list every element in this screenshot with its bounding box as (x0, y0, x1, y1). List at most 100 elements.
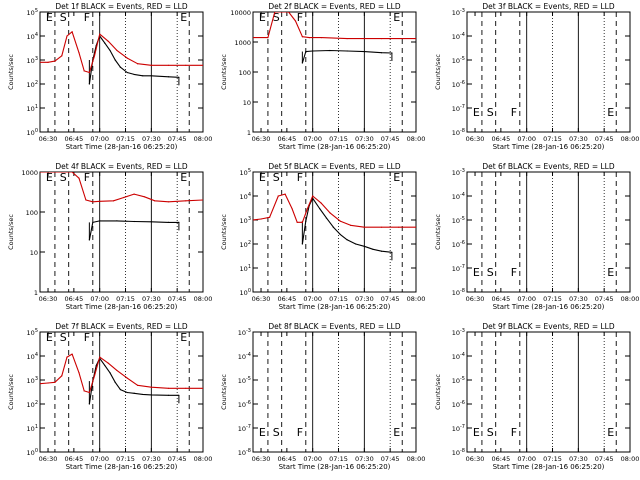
y-tick-label: 101 (240, 264, 251, 273)
data-point-events (104, 364, 106, 367)
series-lld (253, 193, 416, 228)
data-point-lld (136, 63, 139, 65)
data-point-lld (269, 216, 271, 218)
data-point-events (109, 49, 111, 52)
x-tick-label: 07:00 (90, 295, 109, 303)
data-point-events (167, 394, 170, 396)
x-tick-label: 07:45 (381, 295, 400, 303)
x-tick-label: 07:30 (355, 295, 374, 303)
chart-title: Det 5f BLACK = Events, RED = LLD (268, 162, 401, 171)
data-point-lld (83, 70, 85, 72)
y-tick-label: 10 (243, 99, 251, 107)
x-tick-label: 07:30 (142, 135, 161, 143)
x-tick-label: 07:45 (381, 455, 400, 463)
series-group (40, 172, 203, 241)
data-point-lld (40, 172, 41, 173)
data-point-events (363, 50, 365, 53)
y-tick-label: 10-5 (238, 376, 251, 385)
data-point-lld (185, 387, 187, 389)
x-tick-label: 07:00 (90, 135, 109, 143)
y-tick-label: 1000 (234, 39, 251, 47)
chart-title: Det 3f BLACK = Events, RED = LLD (482, 2, 615, 11)
y-tick-label: 104 (27, 32, 38, 41)
data-point-lld (267, 37, 269, 39)
x-tick-label: 07:15 (329, 135, 348, 143)
data-point-lld (380, 226, 383, 228)
marker-label: F (511, 426, 517, 439)
y-tick-label: 103 (27, 376, 38, 385)
chart-title: Det 1f BLACK = Events, RED = LLD (55, 2, 188, 11)
x-tick-label: 07:30 (142, 455, 161, 463)
data-point-lld (306, 207, 309, 210)
plot-frame (466, 171, 631, 293)
data-point-events (329, 49, 331, 52)
y-axis-label: Counts/sec (7, 54, 15, 90)
y-tick-label: 10-3 (452, 8, 465, 17)
data-point-events (92, 221, 94, 223)
marker-label: S (60, 171, 67, 184)
data-point-lld (167, 64, 170, 66)
data-point-lld (126, 57, 128, 59)
marker-label: E (259, 171, 266, 184)
data-point-lld (150, 386, 152, 388)
data-point-lld (61, 375, 63, 377)
y-tick-label: 104 (240, 192, 251, 201)
data-point-lld (99, 33, 101, 35)
x-tick-label: 07:30 (569, 135, 588, 143)
marker-label: E (259, 426, 266, 439)
y-tick-label: 10-6 (238, 400, 251, 409)
x-tick-label: 07:15 (543, 135, 562, 143)
data-point-lld (116, 369, 118, 372)
x-axis-label: Start Time (28-Jan-16 06:25:20) (66, 303, 178, 311)
x-tick-label: 06:45 (277, 455, 296, 463)
plot-frame (39, 331, 204, 453)
x-tick-label: 06:45 (64, 135, 83, 143)
x-tick-label: 07:00 (517, 295, 536, 303)
y-tick-label: 1000 (21, 169, 38, 177)
x-axis-label: Start Time (28-Jan-16 06:25:20) (279, 303, 391, 311)
x-tick-label: 07:15 (116, 455, 135, 463)
data-point-events (380, 52, 383, 54)
y-tick-label: 10-5 (452, 216, 465, 225)
data-point-lld (85, 199, 87, 201)
chart-title: Det 7f BLACK = Events, RED = LLD (55, 322, 188, 331)
data-point-events (346, 239, 348, 241)
plot-frame (39, 171, 204, 293)
marker-label: S (273, 11, 280, 24)
y-tick-label: 10-6 (452, 80, 465, 89)
data-point-lld (294, 20, 297, 22)
data-point-events (104, 42, 106, 44)
data-point-lld (47, 382, 49, 384)
data-point-lld (253, 219, 254, 221)
y-axis-label: Counts/sec (7, 374, 15, 410)
y-tick-label: 105 (27, 328, 38, 337)
data-point-lld (78, 177, 80, 179)
y-axis-label: Counts/sec (434, 214, 442, 250)
y-tick-label: 1 (34, 289, 38, 297)
x-tick-label: 07:45 (595, 135, 614, 143)
y-tick-label: 10-6 (452, 240, 465, 249)
marker-label: E (473, 106, 480, 119)
y-tick-label: 10-4 (452, 352, 465, 361)
data-point-lld (308, 37, 310, 39)
data-point-events (150, 394, 152, 396)
data-point-lld (66, 356, 68, 358)
x-tick-label: 07:00 (303, 135, 322, 143)
chart-title: Det 9f BLACK = Events, RED = LLD (482, 322, 615, 331)
marker-label: E (393, 11, 400, 24)
marker-label: F (511, 106, 517, 119)
y-tick-label: 103 (240, 216, 251, 225)
x-tick-label: 06:45 (491, 455, 510, 463)
data-point-events (133, 220, 135, 223)
marker-label: S (487, 426, 494, 439)
data-point-lld (71, 353, 73, 355)
x-axis-label: Start Time (28-Jan-16 06:25:20) (66, 143, 178, 151)
x-tick-label: 08:00 (621, 295, 640, 303)
marker-label: E (607, 106, 614, 119)
marker-label: E (607, 426, 614, 439)
data-point-lld (88, 71, 90, 74)
y-tick-label: 102 (27, 80, 38, 89)
